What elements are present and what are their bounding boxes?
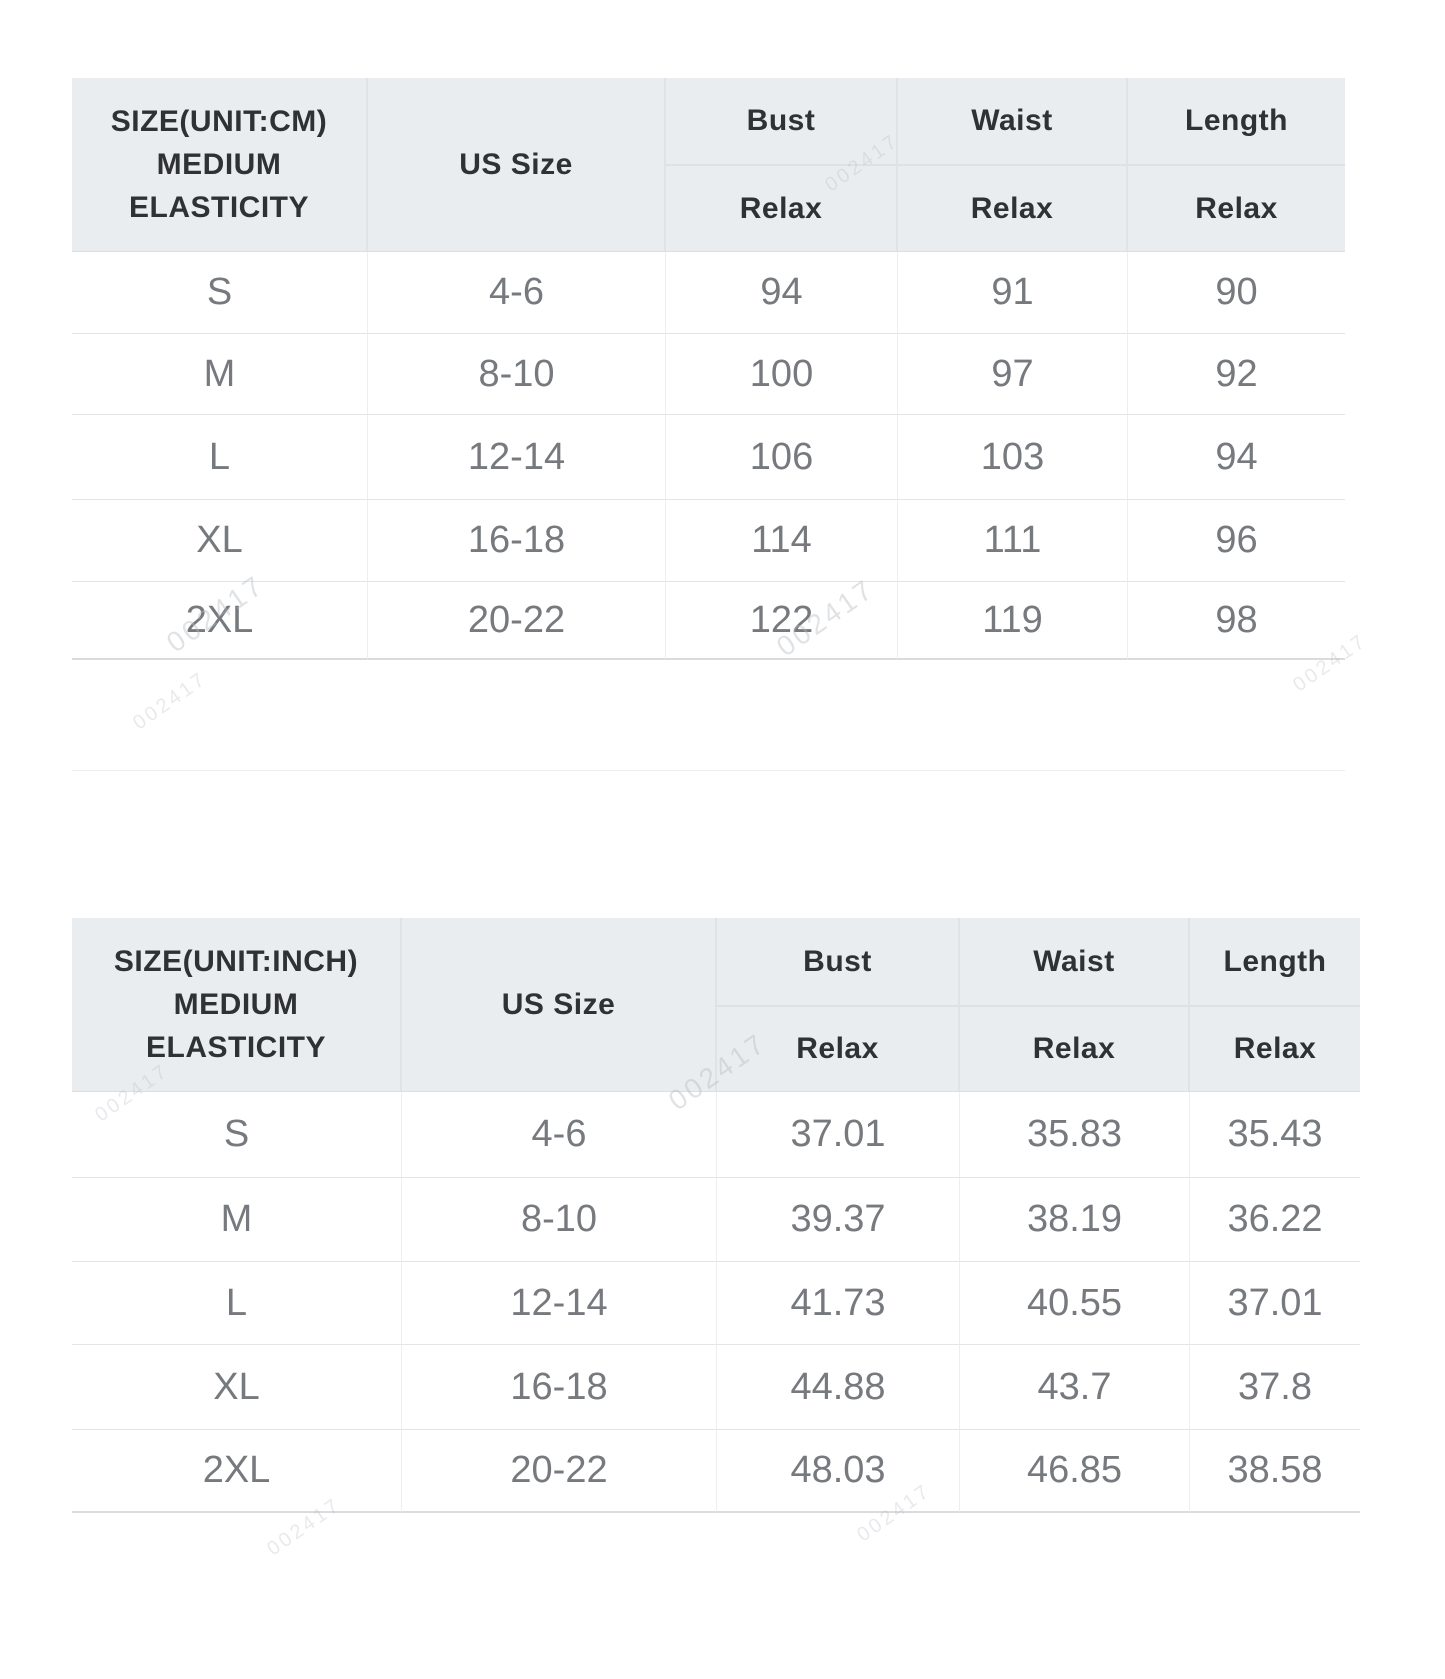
size-label-cell: M <box>72 334 368 415</box>
length-value-cell: 98 <box>1128 582 1345 660</box>
bust-value-cell: 94 <box>666 252 898 334</box>
bust-value-cell: 48.03 <box>717 1430 960 1513</box>
length-value-cell: 36.22 <box>1190 1178 1360 1262</box>
watermark-text: 002417 <box>129 667 212 735</box>
us-size-cell: 4-6 <box>368 252 666 334</box>
waist-value-cell: 35.83 <box>960 1092 1190 1178</box>
bust-value-cell: 114 <box>666 500 898 582</box>
waist-value-cell: 43.7 <box>960 1345 1190 1430</box>
waist-value-cell: 38.19 <box>960 1178 1190 1262</box>
us-size-cell: 20-22 <box>368 582 666 660</box>
us-size-cell: 8-10 <box>402 1178 717 1262</box>
bust-value-cell: 106 <box>666 415 898 500</box>
bust-value-cell: 44.88 <box>717 1345 960 1430</box>
elasticity-line: MEDIUM <box>156 148 282 181</box>
size-table-cm: SIZE(UNIT:CM) MEDIUM ELASTICITY US Size … <box>72 78 1345 660</box>
size-label-cell: XL <box>72 500 368 582</box>
us-size-cell: 4-6 <box>402 1092 717 1178</box>
bust-value-cell: 41.73 <box>717 1262 960 1345</box>
waist-value-cell: 97 <box>898 334 1128 415</box>
size-unit-line: SIZE(UNIT:INCH) <box>113 945 359 978</box>
us-size-cell: 12-14 <box>368 415 666 500</box>
size-label-cell: XL <box>72 1345 402 1430</box>
bust-value-cell: 37.01 <box>717 1092 960 1178</box>
length-value-cell: 92 <box>1128 334 1345 415</box>
waist-value-cell: 119 <box>898 582 1128 660</box>
size-label-cell: 2XL <box>72 1430 402 1513</box>
relax-subheader: Relax <box>666 166 898 252</box>
bust-value-cell: 39.37 <box>717 1178 960 1262</box>
elasticity-line: ELASTICITY <box>145 1031 326 1064</box>
length-value-cell: 90 <box>1128 252 1345 334</box>
size-label-cell: 2XL <box>72 582 368 660</box>
length-value-cell: 37.8 <box>1190 1345 1360 1430</box>
size-unit-line: SIZE(UNIT:CM) <box>110 105 328 138</box>
us-size-header: US Size <box>368 78 666 252</box>
relax-subheader: Relax <box>1128 166 1345 252</box>
elasticity-line: MEDIUM <box>173 988 299 1021</box>
length-header: Length <box>1128 78 1345 166</box>
us-size-cell: 12-14 <box>402 1262 717 1345</box>
waist-header: Waist <box>960 918 1190 1007</box>
length-value-cell: 38.58 <box>1190 1430 1360 1513</box>
us-size-cell: 20-22 <box>402 1430 717 1513</box>
us-size-header: US Size <box>402 918 717 1092</box>
relax-subheader: Relax <box>717 1007 960 1092</box>
bust-value-cell: 122 <box>666 582 898 660</box>
waist-value-cell: 40.55 <box>960 1262 1190 1345</box>
bust-header: Bust <box>666 78 898 166</box>
size-label-cell: L <box>72 415 368 500</box>
waist-value-cell: 46.85 <box>960 1430 1190 1513</box>
relax-subheader: Relax <box>898 166 1128 252</box>
bust-header: Bust <box>717 918 960 1007</box>
size-label-cell: S <box>72 252 368 334</box>
waist-value-cell: 111 <box>898 500 1128 582</box>
size-label-cell: S <box>72 1092 402 1178</box>
table-bottom-divider <box>72 770 1345 771</box>
length-value-cell: 35.43 <box>1190 1092 1360 1178</box>
bust-value-cell: 100 <box>666 334 898 415</box>
size-label-cell: M <box>72 1178 402 1262</box>
elasticity-line: ELASTICITY <box>128 191 309 224</box>
relax-subheader: Relax <box>1190 1007 1360 1092</box>
us-size-cell: 16-18 <box>368 500 666 582</box>
length-header: Length <box>1190 918 1360 1007</box>
size-unit-cm-header: SIZE(UNIT:CM) MEDIUM ELASTICITY <box>72 78 368 252</box>
length-value-cell: 94 <box>1128 415 1345 500</box>
size-label-cell: L <box>72 1262 402 1345</box>
us-size-cell: 8-10 <box>368 334 666 415</box>
size-unit-inch-header: SIZE(UNIT:INCH) MEDIUM ELASTICITY <box>72 918 402 1092</box>
waist-value-cell: 103 <box>898 415 1128 500</box>
size-table-inch: SIZE(UNIT:INCH) MEDIUM ELASTICITY US Siz… <box>72 918 1360 1513</box>
us-size-cell: 16-18 <box>402 1345 717 1430</box>
waist-header: Waist <box>898 78 1128 166</box>
relax-subheader: Relax <box>960 1007 1190 1092</box>
length-value-cell: 96 <box>1128 500 1345 582</box>
length-value-cell: 37.01 <box>1190 1262 1360 1345</box>
waist-value-cell: 91 <box>898 252 1128 334</box>
